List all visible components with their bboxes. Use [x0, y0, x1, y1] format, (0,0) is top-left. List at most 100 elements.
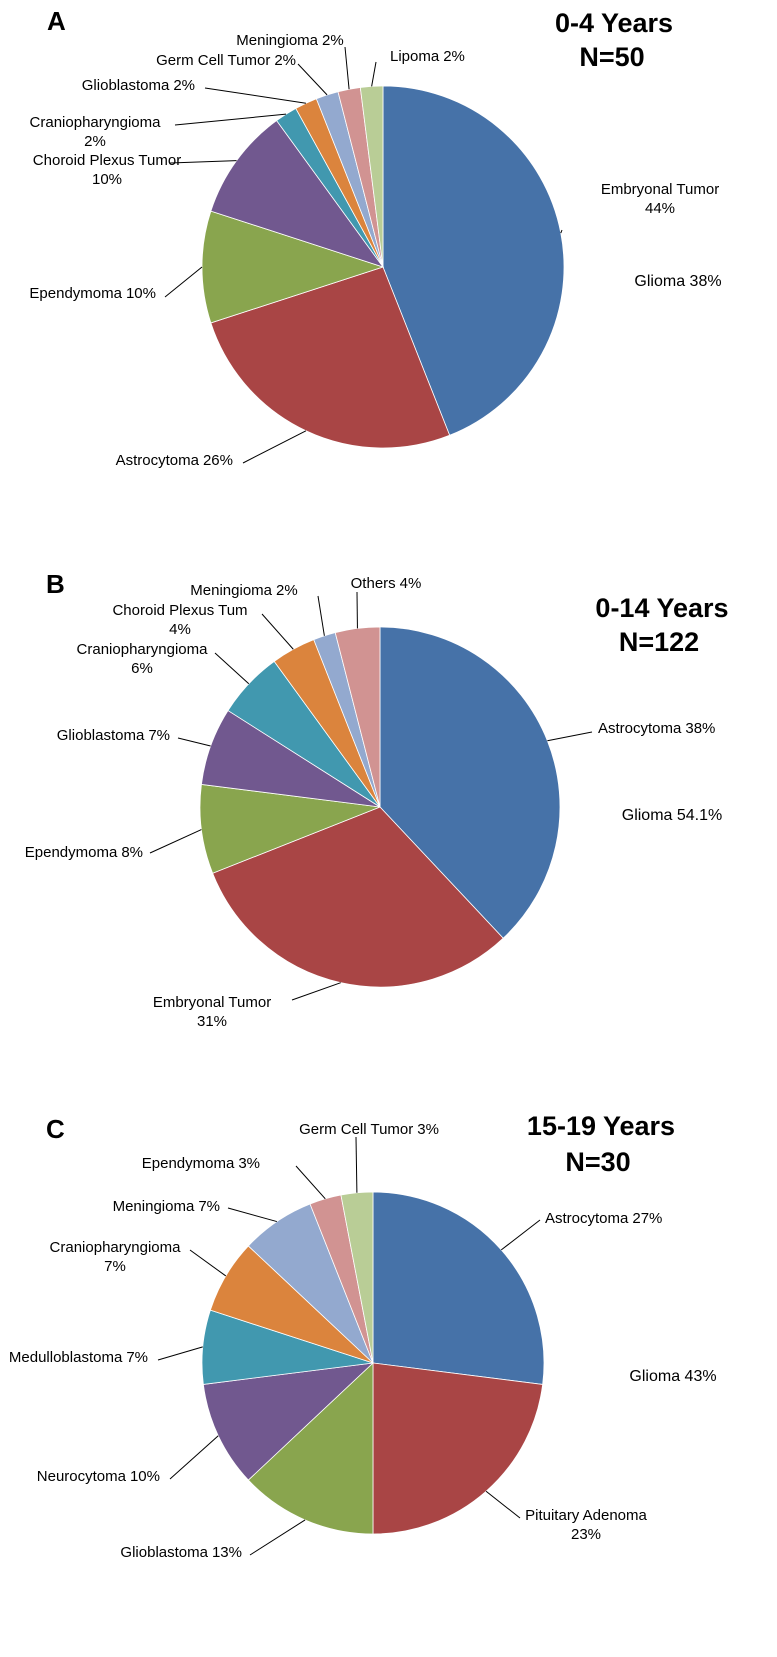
slice-label: Glioblastoma 13%: [120, 1544, 242, 1561]
slice-label: Embryonal Tumor 44%: [601, 181, 719, 217]
label-value: 3%: [417, 1121, 439, 1138]
slice-label: Ependymoma 3%: [142, 1155, 260, 1172]
label-value: 7%: [148, 727, 170, 744]
slice-label: Choroid Plexus Tum 4%: [112, 602, 247, 638]
panel-letter: C: [46, 1114, 65, 1144]
slice-label: Craniopharyngioma 7%: [50, 1239, 182, 1275]
label-name: Glioblastoma: [57, 727, 145, 744]
label-value: 31%: [197, 1013, 227, 1030]
label-name: Astrocytoma: [116, 452, 200, 469]
label-value: 23%: [571, 1526, 601, 1543]
slice-label: Choroid Plexus Tumor 10%: [33, 152, 181, 188]
label-name: Neurocytoma: [37, 1468, 127, 1485]
label-name: Meningioma: [190, 582, 272, 599]
label-value: 2%: [274, 52, 296, 69]
label-name: Astrocytoma: [545, 1210, 629, 1227]
label-name: Medulloblastoma: [9, 1349, 123, 1366]
slice-label: Astrocytoma 26%: [116, 452, 233, 469]
slice-label: Lipoma 2%: [390, 48, 465, 65]
label-name: Craniopharyngioma: [30, 114, 162, 131]
annotation: Glioma 38%: [634, 273, 721, 290]
panel-subtitle: N=50: [579, 42, 644, 72]
slice-label: Craniopharyngioma 2%: [30, 114, 162, 150]
leader-line: [174, 113, 287, 126]
pie-slice: [379, 626, 561, 939]
leader-line: [204, 87, 307, 104]
leader-line: [295, 1165, 326, 1200]
pie-slice: [340, 1191, 374, 1364]
label-value: 4%: [169, 621, 191, 638]
panel-title: 15-19 Years: [527, 1111, 675, 1141]
label-name: Embryonal Tumor: [601, 181, 719, 198]
label-value: 10%: [126, 285, 156, 302]
label-name: Choroid Plexus Tum: [112, 602, 247, 619]
leader-line: [371, 61, 377, 87]
pie-slice: [372, 1362, 544, 1535]
leader-line: [344, 46, 350, 90]
pie-slice: [334, 626, 381, 808]
slice-label: Astrocytoma 27%: [545, 1210, 662, 1227]
label-name: Astrocytoma: [598, 720, 682, 737]
panel-title: 0-4 Years: [555, 8, 673, 38]
label-name: Ependymoma: [25, 844, 118, 861]
label-value: 7%: [104, 1258, 126, 1275]
label-value: 10%: [92, 171, 122, 188]
label-value: 7%: [126, 1349, 148, 1366]
slice-label: Ependymoma 8%: [25, 844, 143, 861]
label-value: 44%: [645, 200, 675, 217]
leader-line: [169, 1435, 219, 1480]
panel-letter: A: [47, 6, 66, 36]
slice-label: Others 4%: [351, 575, 422, 592]
annotation: Glioma 43%: [629, 1368, 716, 1385]
leader-line: [157, 1346, 203, 1361]
label-value: 2%: [84, 133, 106, 150]
leader-line: [291, 982, 341, 1001]
label-value: 26%: [203, 452, 233, 469]
slice-label: Pituitary Adenoma 23%: [525, 1507, 647, 1543]
label-value: 27%: [632, 1210, 662, 1227]
pie-slice: [382, 85, 565, 436]
pie-slice: [247, 1362, 374, 1535]
panel-letter: B: [46, 569, 65, 599]
label-name: Germ Cell Tumor: [156, 52, 270, 69]
label-value: 8%: [121, 844, 143, 861]
label-name: Craniopharyngioma: [50, 1239, 182, 1256]
panel-title: 0-14 Years: [595, 593, 728, 623]
slice-label: Meningioma 2%: [236, 32, 343, 49]
annotation: Glioma 54.1%: [622, 807, 723, 824]
panel-subtitle: N=30: [565, 1147, 630, 1177]
slice-label: Craniopharyngioma 6%: [77, 641, 209, 677]
label-name: Ependymoma: [142, 1155, 235, 1172]
slice-label: Glioblastoma 2%: [82, 77, 195, 94]
label-value: 2%: [276, 582, 298, 599]
slice-label: Germ Cell Tumor 3%: [299, 1121, 439, 1138]
pie-slice: [210, 266, 451, 449]
leader-line: [169, 160, 237, 164]
leader-line: [317, 595, 325, 636]
label-value: 3%: [238, 1155, 260, 1172]
label-value: 38%: [685, 720, 715, 737]
panel-subtitle: N=122: [619, 627, 699, 657]
pie-slice: [372, 1191, 545, 1385]
leader-line: [149, 829, 202, 854]
leader-line: [249, 1519, 306, 1556]
label-name: Germ Cell Tumor: [299, 1121, 413, 1138]
label-name: Glioblastoma: [82, 77, 170, 94]
pie-slice: [199, 783, 381, 874]
slice-label: Ependymoma 10%: [29, 285, 156, 302]
label-name: Glioblastoma: [120, 1544, 208, 1561]
slice-label: Meningioma 7%: [113, 1198, 220, 1215]
leader-line: [485, 1490, 521, 1519]
leader-line: [500, 1219, 541, 1251]
label-name: Meningioma: [236, 32, 318, 49]
label-name: Embryonal Tumor: [153, 994, 271, 1011]
leader-line: [560, 229, 563, 234]
label-value: 2%: [322, 32, 344, 49]
label-name: Meningioma: [113, 1198, 195, 1215]
slice-label: Meningioma 2%: [190, 582, 297, 599]
label-name: Others: [351, 575, 396, 592]
label-value: 7%: [198, 1198, 220, 1215]
